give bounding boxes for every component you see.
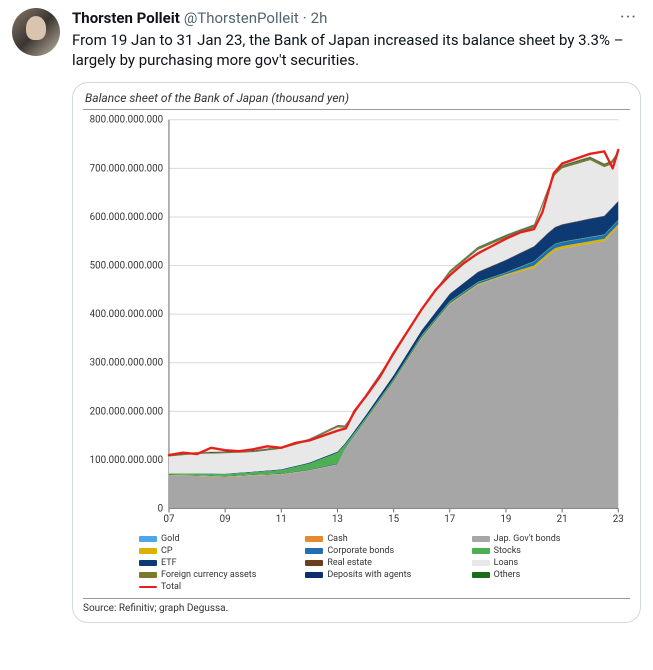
legend-item: Corporate bonds	[305, 546, 463, 556]
svg-text:11: 11	[276, 514, 287, 525]
svg-text:600.000.000.000: 600.000.000.000	[90, 212, 163, 223]
legend-label: Jap. Gov't bonds	[494, 534, 561, 544]
svg-text:0: 0	[158, 503, 163, 514]
legend-swatch	[472, 536, 490, 542]
legend-label: Others	[494, 570, 521, 580]
legend-item: Gold	[139, 534, 297, 544]
legend-label: Total	[161, 582, 181, 592]
legend-swatch	[139, 536, 157, 542]
legend-swatch	[139, 560, 157, 566]
legend-label: ETF	[161, 558, 177, 568]
chart-card[interactable]: Balance sheet of the Bank of Japan (thou…	[72, 82, 641, 623]
legend-swatch	[305, 572, 323, 578]
svg-text:17: 17	[444, 514, 455, 525]
legend-swatch	[305, 536, 323, 542]
legend-swatch	[305, 548, 323, 554]
author-handle[interactable]: @ThorstenPolleit	[184, 8, 299, 28]
svg-text:23: 23	[613, 514, 624, 525]
legend-label: Deposits with agents	[327, 570, 411, 580]
tweet-content: Thorsten Polleit @ThorstenPolleit · 2h ·…	[72, 8, 641, 623]
more-icon[interactable]: ···	[616, 11, 641, 25]
header-separator: ·	[303, 8, 307, 28]
chart-source: Source: Refinitiv; graph Degussa.	[83, 598, 630, 614]
legend-swatch	[472, 572, 490, 578]
legend-item: ETF	[139, 558, 297, 568]
legend-label: Real estate	[327, 558, 372, 568]
legend-item: Foreign currency assets	[139, 570, 297, 580]
author-name[interactable]: Thorsten Polleit	[72, 8, 180, 28]
legend-swatch	[139, 586, 157, 588]
legend-swatch	[139, 572, 157, 578]
legend-swatch	[472, 560, 490, 566]
svg-text:07: 07	[163, 514, 174, 525]
legend-item: Others	[472, 570, 630, 580]
svg-text:21: 21	[557, 514, 568, 525]
legend-item: Stocks	[472, 546, 630, 556]
svg-text:500.000.000.000: 500.000.000.000	[90, 260, 163, 271]
legend-swatch	[305, 560, 323, 566]
legend-label: Cash	[327, 534, 347, 544]
legend-swatch	[472, 548, 490, 554]
svg-text:100.000.000.000: 100.000.000.000	[90, 455, 163, 466]
avatar[interactable]	[12, 8, 60, 56]
legend-item: Loans	[472, 558, 630, 568]
legend-item: Deposits with agents	[305, 570, 463, 580]
legend-item: Jap. Gov't bonds	[472, 534, 630, 544]
legend-item: Total	[139, 582, 297, 592]
svg-text:800.000.000.000: 800.000.000.000	[90, 115, 163, 126]
timestamp[interactable]: 2h	[311, 8, 328, 28]
legend-label: Corporate bonds	[327, 546, 394, 556]
legend-label: Loans	[494, 558, 519, 568]
legend-label: CP	[161, 546, 173, 556]
legend-item: CP	[139, 546, 297, 556]
legend-item: Real estate	[305, 558, 463, 568]
svg-text:19: 19	[500, 514, 511, 525]
svg-text:700.000.000.000: 700.000.000.000	[90, 163, 163, 174]
svg-text:13: 13	[332, 514, 343, 525]
legend-swatch	[139, 548, 157, 554]
chart-legend: Gold Cash Jap. Gov't bonds CP Corporate bond…	[83, 530, 630, 594]
legend-label: Stocks	[494, 546, 521, 556]
chart-plot: 0 100.000.000.000 200.000.000.000 300.000.0…	[83, 110, 630, 530]
tweet: Thorsten Polleit @ThorstenPolleit · 2h ·…	[12, 8, 641, 623]
chart-svg: 0 100.000.000.000 200.000.000.000 300.000.0…	[83, 110, 630, 530]
legend-label: Gold	[161, 534, 180, 544]
tweet-body: From 19 Jan to 31 Jan 23, the Bank of Ja…	[72, 30, 641, 70]
svg-text:300.000.000.000: 300.000.000.000	[90, 358, 163, 369]
chart-title: Balance sheet of the Bank of Japan (thou…	[83, 89, 630, 110]
svg-text:200.000.000.000: 200.000.000.000	[90, 406, 163, 417]
svg-text:15: 15	[388, 514, 399, 525]
legend-item: Cash	[305, 534, 463, 544]
legend-label: Foreign currency assets	[161, 570, 256, 580]
svg-text:09: 09	[220, 514, 231, 525]
tweet-header: Thorsten Polleit @ThorstenPolleit · 2h ·…	[72, 8, 641, 28]
svg-text:400.000.000.000: 400.000.000.000	[90, 309, 163, 320]
